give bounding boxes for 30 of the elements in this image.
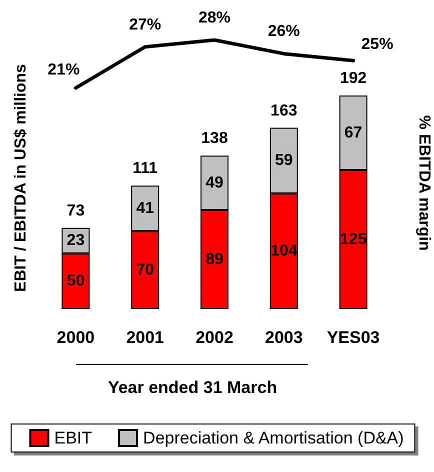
legend-label: EBIT: [54, 428, 92, 448]
data-label: 26%: [268, 23, 300, 40]
data-label: 23: [66, 232, 85, 250]
x-tick-label: 2000: [56, 328, 95, 347]
data-label: 89: [206, 251, 224, 268]
data-label: 25%: [361, 36, 394, 54]
x-axis-title: Year ended 31 March: [108, 378, 278, 397]
x-tick-label: 2003: [264, 328, 303, 347]
data-label: 50: [66, 272, 85, 290]
data-label: 59: [275, 152, 293, 170]
total-label: 111: [132, 160, 158, 178]
data-label: 67: [344, 124, 362, 142]
total-label: 138: [201, 130, 228, 148]
data-label: 28%: [198, 10, 231, 26]
data-label: 104: [270, 242, 298, 260]
data-label: 125: [340, 231, 367, 248]
total-label: 163: [270, 102, 298, 120]
y-axis-title: EBIT / EBITDA in US$ millions: [12, 64, 30, 292]
legend-label: Depreciation & Amortisation (D&A): [143, 428, 404, 448]
y-axis-title: % EBITDA margin: [416, 115, 432, 251]
x-tick-label: 2001: [126, 328, 164, 347]
data-label: 49: [206, 174, 224, 192]
x-tick-label: YES03: [326, 328, 380, 347]
total-label: 192: [340, 70, 367, 88]
data-label: 27%: [129, 16, 162, 34]
data-label: 21%: [48, 62, 80, 78]
data-label: 41: [136, 200, 154, 217]
data-label: 70: [136, 262, 154, 279]
x-tick-label: 2002: [196, 328, 234, 347]
total-label: 73: [66, 202, 85, 220]
